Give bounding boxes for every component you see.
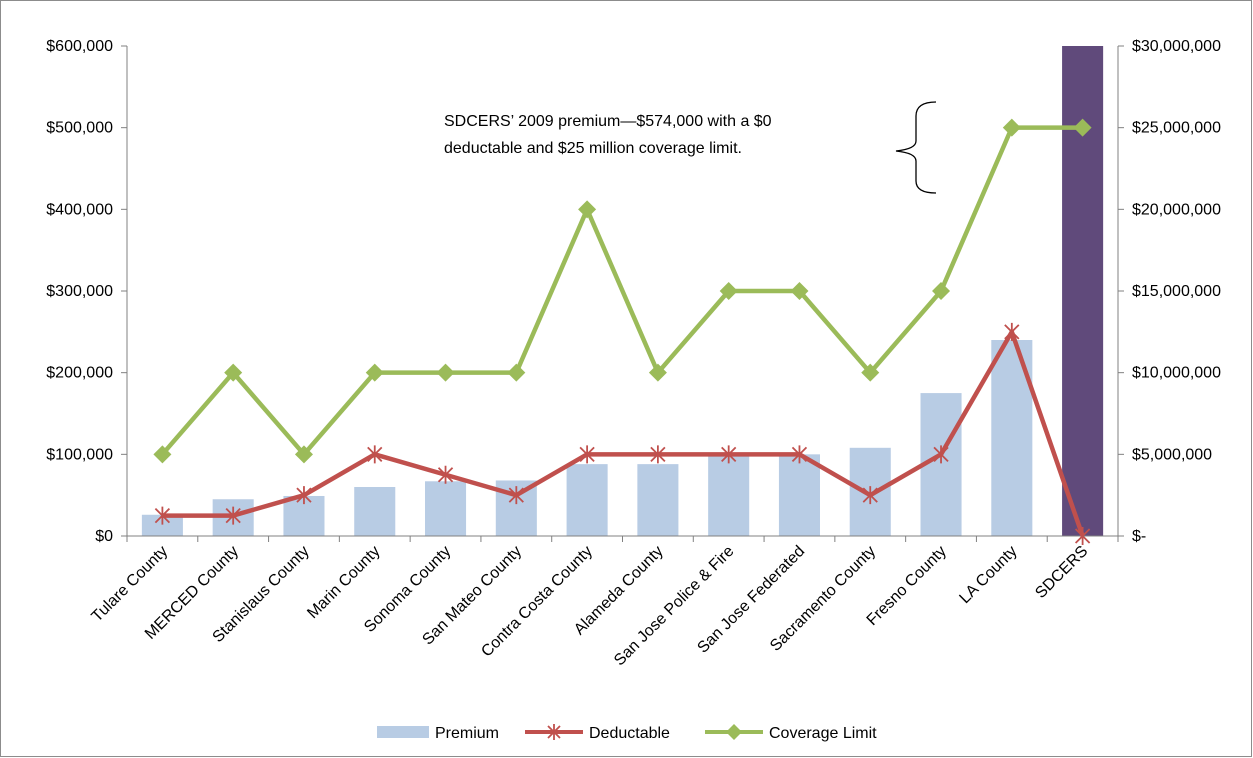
- coverage-limit-point-14: [1073, 118, 1092, 137]
- premium-bar-4: [354, 487, 396, 536]
- deductable-point-11: [862, 486, 878, 505]
- coverage-limit-point-5: [436, 363, 455, 382]
- premium-bar-10: [778, 454, 820, 536]
- deductable-point-9: [721, 445, 737, 464]
- coverage-limit-point-1: [153, 445, 172, 464]
- deductable-point-2: [225, 506, 241, 525]
- right-tick-label-5: $20,000,000: [1132, 201, 1221, 218]
- axes: $0 $100,000 $200,000 $300,000 $400,000 $500,0…: [46, 38, 1221, 669]
- premium-bar-9: [708, 455, 750, 536]
- deductable-point-10: [791, 445, 808, 464]
- premium-bar-1: [141, 514, 183, 536]
- coverage-limit-point-6: [507, 363, 526, 382]
- deductable-point-3: [296, 486, 312, 505]
- deductable-point-6: [508, 486, 524, 505]
- legend-marker-coverage-limit: [726, 724, 742, 740]
- legend-swatch-premium: [377, 726, 429, 738]
- coverage-limit-point-8: [648, 363, 667, 382]
- annotation-line-2: deductable and $25 million coverage limi…: [444, 140, 742, 157]
- category-label-4: Marin County: [304, 543, 383, 622]
- category-label-14: SDCERS: [1032, 543, 1091, 602]
- legend: Premium Deductable Coverage Limit: [377, 724, 877, 742]
- left-tick-label-1: $0: [95, 528, 113, 545]
- coverage-limit-point-2: [224, 363, 243, 382]
- right-tick-label-4: $15,000,000: [1132, 283, 1221, 300]
- right-tick-label-3: $10,000,000: [1132, 365, 1221, 382]
- left-tick-label-6: $500,000: [46, 120, 113, 137]
- deductable-point-1: [154, 506, 171, 525]
- legend-marker-deductable: [547, 724, 561, 740]
- right-tick-label-1: $-: [1132, 528, 1146, 545]
- left-tick-label-4: $300,000: [46, 283, 113, 300]
- coverage-limit-point-9: [719, 282, 738, 300]
- coverage-limit-point-7: [578, 200, 597, 219]
- right-tick-label-6: $25,000,000: [1132, 120, 1221, 137]
- coverage-limit-point-12: [932, 282, 951, 300]
- deductable-point-8: [650, 445, 666, 464]
- deductable-point-7: [579, 445, 595, 464]
- left-tick-label-3: $200,000: [46, 365, 113, 382]
- annotation-brace: [895, 101, 937, 194]
- coverage-limit-point-11: [861, 363, 880, 382]
- series-lines: [153, 118, 1092, 545]
- coverage-limit-point-10: [790, 282, 809, 300]
- deductable-point-5: [437, 465, 454, 484]
- premium-bar-8: [637, 464, 679, 536]
- deductable-line: [162, 329, 1085, 537]
- left-tick-label-7: $600,000: [46, 38, 113, 55]
- coverage-limit-line: [160, 125, 1083, 457]
- left-tick-label-2: $100,000: [46, 446, 113, 463]
- category-label-13: LA County: [956, 543, 1020, 607]
- deductable-point-12: [933, 445, 949, 464]
- right-tick-label-2: $5,000,000: [1132, 446, 1212, 463]
- coverage-limit-point-3: [294, 445, 313, 464]
- annotation: SDCERS’ 2009 premium—$574,000 with a $0 …: [444, 101, 937, 194]
- deductable-point-13: [1004, 322, 1020, 341]
- category-label-9: San Jose Police & Fire: [611, 543, 738, 670]
- deductable-point-4: [367, 445, 383, 464]
- coverage-limit-point-13: [1002, 118, 1021, 137]
- deductable-point-14: [1074, 527, 1091, 545]
- legend-label-coverage-limit: Coverage Limit: [769, 725, 877, 742]
- left-tick-label-5: $400,000: [46, 201, 113, 218]
- annotation-line-1: SDCERS’ 2009 premium—$574,000 with a $0: [444, 113, 772, 130]
- right-tick-label-7: $30,000,000: [1132, 38, 1221, 55]
- premium-bar-5: [425, 481, 467, 536]
- legend-label-premium: Premium: [435, 725, 499, 742]
- premium-bar-7: [566, 464, 608, 536]
- legend-label-deductable: Deductable: [589, 725, 670, 742]
- coverage-limit-point-4: [365, 363, 384, 382]
